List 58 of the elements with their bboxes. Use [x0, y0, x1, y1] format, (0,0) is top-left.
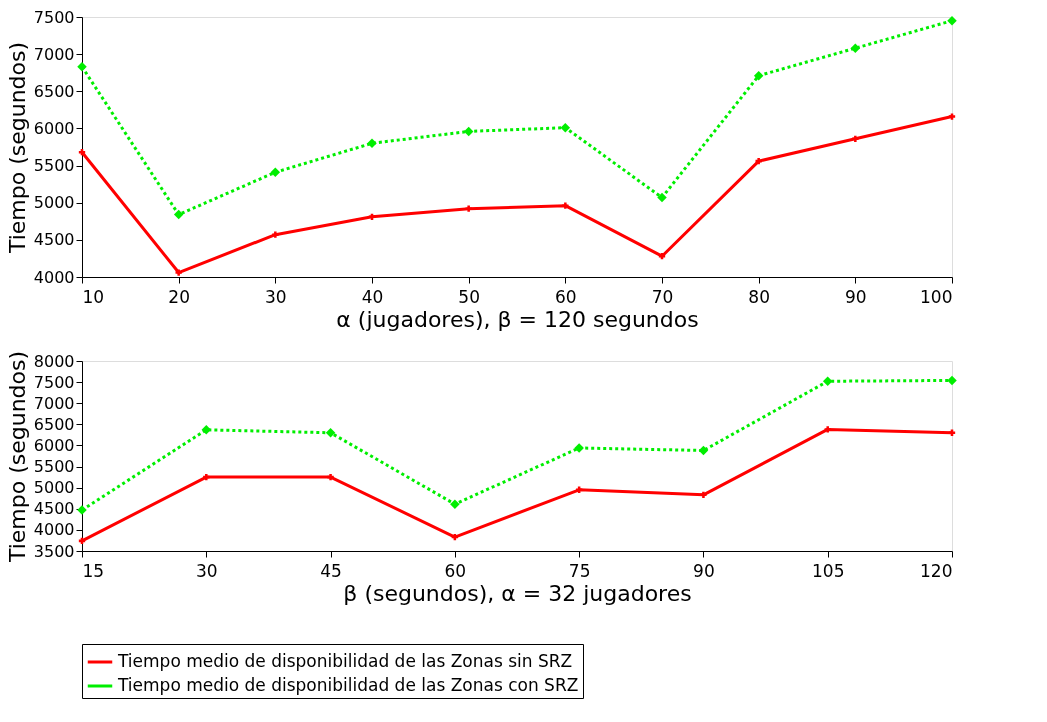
point [272, 231, 279, 238]
point [948, 113, 956, 120]
point [270, 167, 281, 177]
y-tick-label: 8000 [33, 351, 75, 371]
y-tick-label: 6500 [33, 414, 75, 434]
x-tick-label: 10 [82, 286, 105, 307]
y-tick-label: 4000 [33, 267, 75, 287]
point [850, 43, 861, 53]
point [947, 15, 957, 26]
point [753, 70, 764, 81]
y-tick-label: 7000 [33, 393, 75, 413]
y-tick-label: 7500 [33, 7, 75, 27]
x-tick-label: 75 [568, 560, 591, 581]
x-tick-label: 30 [265, 286, 287, 307]
point [560, 122, 571, 133]
x-tick-label: 90 [693, 560, 715, 581]
point [657, 192, 667, 203]
x-axis-title: α (jugadores), β = 120 segundos [336, 306, 699, 332]
x-tick-label: 90 [845, 286, 867, 307]
y-tick-label: 5000 [33, 478, 75, 498]
point [173, 209, 184, 220]
y-tick-label: 5000 [33, 193, 75, 213]
point [367, 138, 377, 149]
x-tick-label: 100 [920, 286, 953, 307]
x-axis-title: β (segundos), α = 32 jugadores [343, 580, 692, 606]
x-tick-label: 30 [195, 560, 218, 581]
x-tick-label: 70 [651, 286, 674, 307]
x-tick-label: 120 [920, 560, 953, 581]
point [562, 202, 569, 209]
x-tick-label: 45 [320, 560, 342, 581]
y-axis-title: Tiempo (segundos) [4, 41, 30, 255]
y-tick-label: 5500 [33, 156, 75, 176]
point [465, 205, 472, 212]
y-tick-label: 6000 [33, 435, 75, 455]
x-tick-label: 80 [748, 286, 770, 307]
y-tick-label: 4000 [33, 520, 75, 540]
y-tick-label: 5500 [33, 457, 75, 477]
x-tick-label: 105 [811, 560, 845, 581]
y-tick-label: 3500 [33, 541, 75, 561]
point [852, 135, 859, 142]
point [175, 269, 182, 276]
x-tick-label: 60 [555, 286, 577, 307]
legend-label: Tiempo medio de disponibilidad de las Zonas sin SRZ [117, 651, 573, 671]
y-tick-label: 7500 [33, 372, 75, 392]
x-tick-label: 60 [444, 560, 467, 581]
legend-label: Tiempo medio de disponibilidad de las Zonas con SRZ [117, 675, 579, 695]
point [755, 157, 762, 165]
y-tick-label: 7000 [33, 44, 75, 64]
y-tick-label: 4500 [33, 499, 75, 519]
y-tick-label: 6500 [33, 81, 75, 101]
x-tick-label: 50 [458, 286, 480, 307]
y-axis-title: Tiempo (segundos) [4, 350, 30, 564]
x-tick-label: 15 [82, 560, 105, 581]
point [463, 126, 474, 137]
x-tick-label: 40 [361, 286, 384, 307]
y-tick-label: 6000 [33, 118, 75, 138]
x-tick-label: 20 [168, 286, 190, 307]
y-tick-label: 4500 [33, 230, 75, 250]
